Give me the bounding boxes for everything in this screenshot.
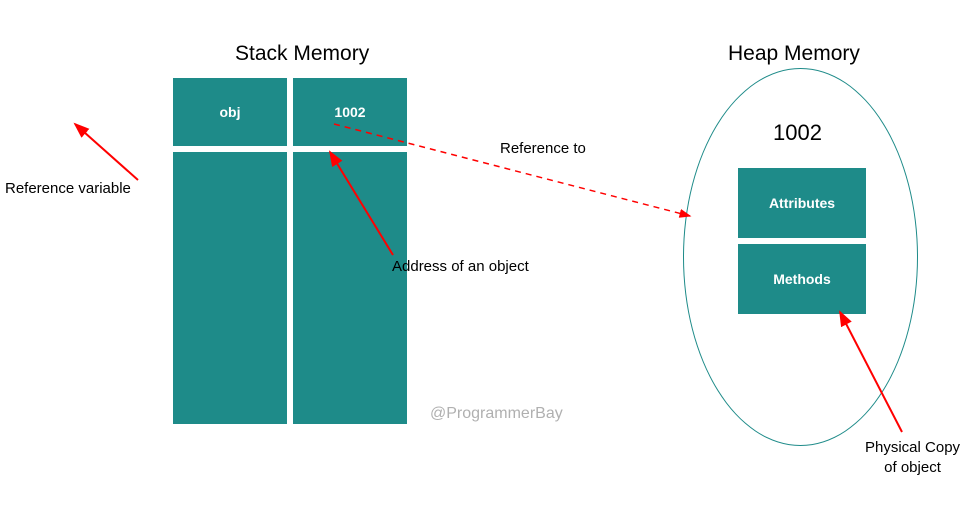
stack-ref-var-cell: obj: [173, 78, 287, 146]
physical-copy-line2: of object: [884, 459, 941, 476]
stack-memory-block: obj 1002: [173, 78, 407, 424]
heap-attributes-box: Attributes: [738, 168, 866, 238]
watermark-text: @ProgrammerBay: [430, 405, 563, 423]
physical-copy-line1: Physical Copy: [865, 439, 960, 456]
heap-methods-box: Methods: [738, 244, 866, 314]
ref-var-pointer-line: [75, 124, 138, 180]
reference-variable-label: Reference variable: [5, 180, 131, 197]
stack-body-left: [173, 152, 287, 424]
stack-body-row: [173, 152, 407, 424]
heap-memory-title: Heap Memory: [728, 42, 860, 66]
address-of-object-label: Address of an object: [392, 258, 529, 275]
stack-top-row: obj 1002: [173, 78, 407, 146]
stack-body-right: [293, 152, 407, 424]
heap-address-label: 1002: [773, 120, 822, 146]
stack-memory-title: Stack Memory: [235, 42, 369, 66]
reference-to-label: Reference to: [500, 140, 586, 157]
stack-address-cell: 1002: [293, 78, 407, 146]
physical-copy-label: Physical Copy of object: [865, 438, 960, 477]
